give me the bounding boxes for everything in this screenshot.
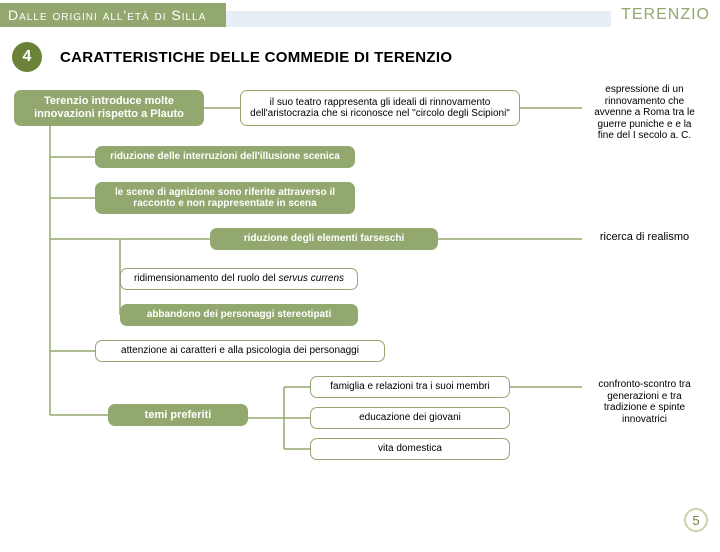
node-b6: riduzione degli elementi farseschi <box>210 228 438 250</box>
node-b10: attenzione ai caratteri e alla psicologi… <box>95 340 385 362</box>
section-badge: 4 <box>12 42 42 72</box>
node-b2: il suo teatro rappresenta gli ideali di … <box>240 90 520 126</box>
node-b4: riduzione delle interruzioni dell'illusi… <box>95 146 355 168</box>
node-b9: abbandono dei personaggi stereotipati <box>120 304 358 326</box>
node-b12: famiglia e relazioni tra i suoi membri <box>310 376 510 398</box>
node-b13: educazione dei giovani <box>310 407 510 429</box>
node-b14: vita domestica <box>310 438 510 460</box>
breadcrumb: Dalle origini all'età di Silla <box>0 3 226 27</box>
node-b15: confronto-scontro tra generazioni e tra … <box>582 372 707 432</box>
page-title: CARATTERISTICHE DELLE COMMEDIE DI TERENZ… <box>60 49 452 66</box>
node-b3: espressione di un rinnovamento che avven… <box>582 77 707 149</box>
title-row: 4 CARATTERISTICHE DELLE COMMEDIE DI TERE… <box>12 42 720 72</box>
node-b8: ridimensionamento del ruolo del servus c… <box>120 268 358 290</box>
node-b7: ricerca di realismo <box>582 224 707 250</box>
header-topic: TERENZIO <box>611 2 720 28</box>
header: Dalle origini all'età di Silla TERENZIO <box>0 0 720 30</box>
page-number: 5 <box>684 508 708 532</box>
node-b11: temi preferiti <box>108 404 248 426</box>
header-divider <box>226 11 611 27</box>
diagram: Terenzio introduce molte innovazioni ris… <box>0 82 720 552</box>
node-b5: le scene di agnizione sono riferite attr… <box>95 182 355 214</box>
node-b1: Terenzio introduce molte innovazioni ris… <box>14 90 204 126</box>
